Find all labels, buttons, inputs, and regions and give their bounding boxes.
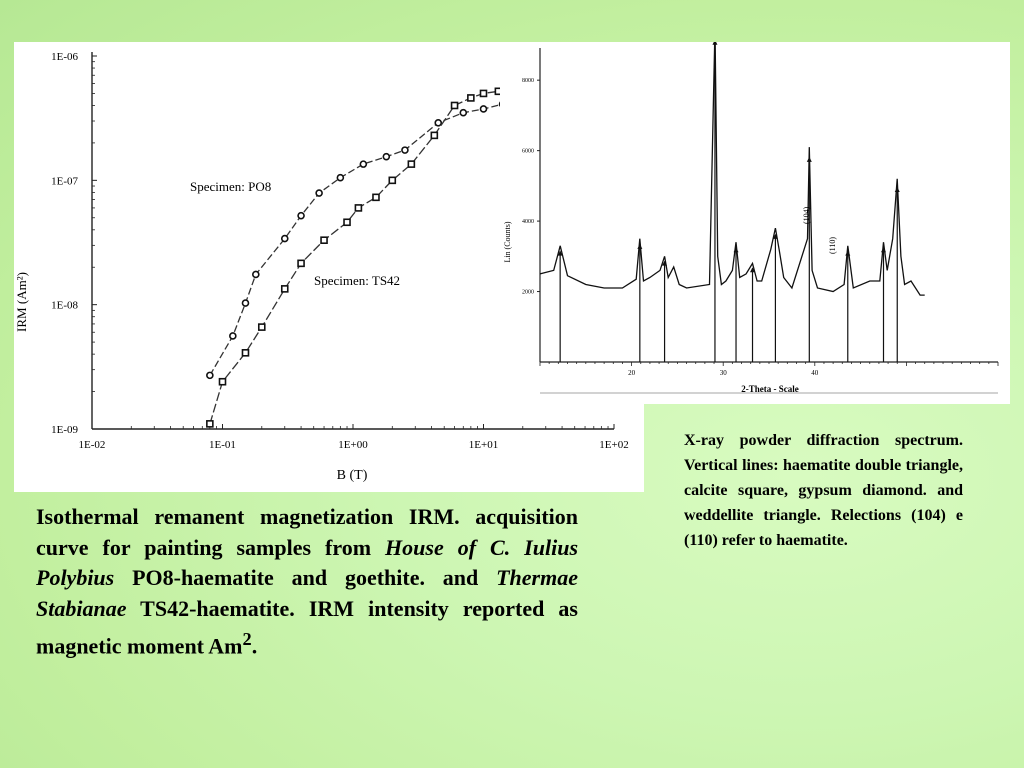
irm-ts42-point xyxy=(343,218,351,227)
irm-po8-point xyxy=(401,146,409,154)
xrd-peak-label-110: (110) xyxy=(828,237,837,254)
irm-po8-point xyxy=(459,108,468,117)
xrd-y-tick-label: 6000 xyxy=(522,149,534,155)
irm-caption: Isothermal remanent magnetization IRM. a… xyxy=(36,502,578,662)
irm-y-tick-label: 1E-09 xyxy=(51,424,78,436)
irm-ts42-point xyxy=(450,101,459,110)
xrd-y-tick-label: 4000 xyxy=(522,219,534,225)
xrd-axes: 8000 6000 4000 2000 20 30 40 xyxy=(522,48,999,394)
irm-po8-point xyxy=(382,152,391,161)
irm-annotation-ts42: Specimen: TS42 xyxy=(314,273,400,288)
caption-text: PO8-haematite and goethite. and xyxy=(114,565,497,590)
irm-ts42-point xyxy=(407,160,416,168)
irm-ts42-point xyxy=(206,420,214,428)
caption-text: . xyxy=(251,633,258,659)
irm-annotation-po8: Specimen: PO8 xyxy=(190,179,271,194)
irm-y-axis-label: IRM (Am²) xyxy=(14,272,29,332)
xrd-phase-marker xyxy=(750,267,756,273)
xrd-x-tick-label: 40 xyxy=(811,369,819,377)
irm-po8-point xyxy=(434,119,443,127)
caption-site-stabianae: Thermae Stabianae xyxy=(36,565,578,621)
irm-ts42-point xyxy=(241,349,250,357)
xrd-phase-marker xyxy=(557,250,563,256)
irm-po8-line xyxy=(209,103,503,376)
irm-ts42-point xyxy=(297,259,305,268)
irm-ts42-point xyxy=(218,377,227,386)
irm-x-tick-label: 1E+00 xyxy=(338,439,368,451)
xrd-y-axis-label: Lin (Counts) xyxy=(503,221,512,262)
xrd-caption: X-ray powder diffraction spectrum. Verti… xyxy=(684,432,963,549)
xrd-x-tick-label: 30 xyxy=(720,369,728,377)
irm-ts42-point xyxy=(372,193,380,202)
irm-chart: 1E-02 1E-01 1E+00 1E+01 1E+02 1E-06 1E-07 1E-08… xyxy=(14,51,629,483)
irm-ts42-point xyxy=(467,94,475,102)
irm-x-axis-label: B (T) xyxy=(337,468,368,483)
xrd-y-tick-label: 8000 xyxy=(522,78,534,84)
irm-po8-point xyxy=(241,299,250,307)
irm-x-tick-label: 1E+01 xyxy=(469,439,498,451)
irm-ts42-point xyxy=(257,323,266,331)
xrd-chart: 8000 6000 4000 2000 20 30 40 Lin (Counts) 2-Th… xyxy=(503,27,999,394)
irm-po8-point xyxy=(336,173,345,182)
irm-series-group xyxy=(206,87,507,428)
irm-axes: 1E-02 1E-01 1E+00 1E+01 1E+02 1E-06 1E-07 1E-08… xyxy=(51,51,629,451)
irm-y-tick-label: 1E-06 xyxy=(51,51,78,63)
caption-text: Isothermal remanent magnetization IRM. a… xyxy=(36,504,578,560)
irm-ts42-point xyxy=(430,131,439,140)
irm-po8-point xyxy=(479,105,488,113)
irm-x-tick-label: 1E-01 xyxy=(209,439,236,451)
irm-x-tick-label: 1E+02 xyxy=(599,439,628,451)
xrd-x-axis-label: 2-Theta - Scale xyxy=(741,384,799,394)
caption-superscript: 2 xyxy=(242,629,252,649)
irm-po8-point xyxy=(206,371,214,380)
irm-po8-point xyxy=(359,160,368,168)
xrd-phase-lines xyxy=(557,39,900,362)
caption-site-polybius: House of C. Iulius Polybius xyxy=(36,534,578,591)
irm-po8-point xyxy=(229,332,237,340)
irm-po8-point xyxy=(252,270,260,279)
irm-ts42-point xyxy=(354,204,363,212)
xrd-y-tick-label: 2000 xyxy=(522,290,534,296)
xrd-peak-label-104: (104) xyxy=(802,206,811,224)
irm-y-tick-label: 1E-08 xyxy=(51,300,78,312)
irm-y-tick-label: 1E-07 xyxy=(51,175,78,187)
irm-po8-point xyxy=(280,234,289,243)
irm-ts42-point xyxy=(320,236,328,244)
xrd-x-tick-label: 20 xyxy=(628,369,636,377)
xrd-pattern-line xyxy=(539,27,925,296)
xrd-chart-panel: 8000 6000 4000 2000 20 30 40 Lin (Counts) 2-Th… xyxy=(500,27,1010,404)
irm-ts42-point xyxy=(280,285,289,293)
irm-ts42-point xyxy=(388,176,397,185)
irm-x-tick-label: 1E-02 xyxy=(79,439,106,451)
caption-text: TS42-haematite. IRM intensity reported a… xyxy=(36,595,578,659)
irm-po8-point xyxy=(315,189,323,197)
irm-po8-point xyxy=(297,211,305,220)
irm-ts42-line xyxy=(209,90,499,425)
irm-ts42-point xyxy=(479,89,488,98)
